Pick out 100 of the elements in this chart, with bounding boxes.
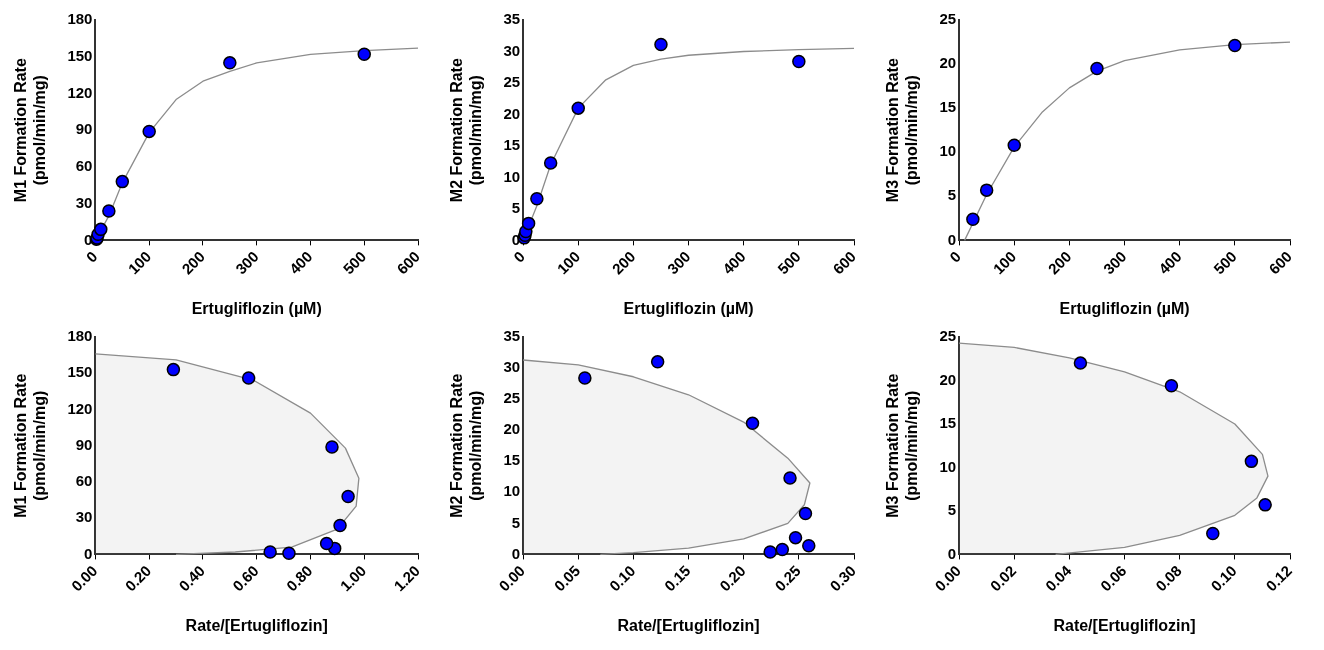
x-tick-label: 500	[1210, 247, 1240, 278]
x-tick-label: 0.10	[605, 561, 639, 595]
y-tick-label: 20	[503, 420, 521, 438]
y-tick-label: 30	[503, 358, 521, 376]
point	[1228, 38, 1242, 53]
point	[142, 124, 156, 139]
x-tick-label: 0.60	[229, 561, 262, 595]
y-tick-label: 150	[67, 363, 93, 381]
point	[341, 489, 355, 504]
point	[1090, 61, 1104, 76]
x-tick-label: 600	[393, 247, 424, 278]
x-tick-label: 0.00	[67, 561, 101, 595]
point	[798, 506, 813, 521]
y-tick-label: 20	[503, 104, 521, 122]
y-tick-label: 0	[947, 544, 957, 562]
x-tick-label: 0.00	[931, 561, 965, 595]
point	[263, 545, 277, 559]
point	[94, 222, 108, 237]
y-tick-label: 180	[67, 327, 93, 345]
point	[241, 371, 256, 385]
point	[1206, 526, 1220, 541]
point	[1244, 454, 1259, 469]
x-tick-label: 300	[663, 247, 694, 278]
point	[745, 416, 760, 431]
x-tick-label: 0.06	[1096, 561, 1130, 595]
x-axis-title: Rate/[Ertugliflozin]	[617, 616, 760, 634]
point	[1007, 138, 1021, 152]
x-tick-label: 0.20	[121, 561, 155, 595]
y-tick-label: 120	[67, 399, 93, 417]
y-tick-label: 150	[67, 46, 93, 64]
point	[650, 355, 665, 369]
point	[783, 471, 797, 485]
x-tick-label: 0.00	[495, 561, 529, 595]
point	[543, 156, 558, 170]
x-tick-label: 100	[124, 247, 155, 278]
point	[1073, 356, 1088, 370]
point	[166, 362, 181, 377]
x-tick-label: 200	[178, 247, 208, 278]
x-tick-label: 500	[339, 247, 370, 278]
x-tick-label: 200	[608, 247, 639, 278]
point	[1258, 498, 1272, 512]
y-tick-label: 0	[947, 230, 957, 248]
y-axis-title: M1 Formation Rate (pmol/min/mg)	[12, 373, 49, 518]
x-tick-label: 200	[1044, 247, 1075, 278]
y-tick-label: 10	[939, 457, 957, 475]
y-tick-label: 15	[939, 414, 957, 432]
point	[115, 174, 130, 189]
x-tick-label: 400	[1155, 247, 1185, 278]
y-tick-label: 60	[75, 157, 93, 175]
x-tick-label: 0.10	[1207, 561, 1240, 595]
y-tick-label: 180	[67, 10, 93, 28]
x-tick-label: 600	[1265, 247, 1296, 278]
x-tick-label: 100	[989, 247, 1020, 278]
point	[792, 54, 806, 69]
point	[763, 545, 777, 559]
y-tick-label: 15	[503, 451, 521, 469]
x-tick-label: 500	[774, 247, 804, 278]
y-tick-label: 15	[939, 98, 957, 116]
x-tick-label: 300	[1099, 247, 1130, 278]
y-axis-title: M2 Formation Rate (pmol/min/mg)	[448, 58, 485, 203]
x-tick-label: 400	[719, 247, 749, 278]
y-tick-label: 0	[511, 544, 521, 562]
x-tick-label: 400	[285, 247, 316, 278]
x-tick-label: 0.12	[1262, 561, 1296, 595]
point	[333, 518, 347, 533]
y-tick-label: 60	[75, 472, 93, 490]
point	[788, 530, 803, 545]
x-axis-title: Ertugliflozin (µM)	[623, 299, 754, 317]
x-tick-label: 300	[232, 247, 262, 278]
y-tick-label: 25	[939, 10, 957, 28]
x-tick-label: 0.02	[986, 561, 1020, 595]
point	[571, 101, 585, 115]
y-tick-label: 30	[75, 508, 93, 526]
point	[1164, 378, 1179, 393]
point	[357, 47, 371, 62]
y-axis-title: M3 Formation Rate (pmol/min/mg)	[884, 373, 921, 518]
point	[521, 216, 536, 231]
x-tick-label: 0.30	[826, 561, 860, 595]
x-tick-label: 0.20	[716, 561, 749, 595]
y-tick-label: 0	[84, 544, 93, 562]
point	[282, 546, 296, 560]
y-axis-title: M1 Formation Rate (pmol/min/mg)	[12, 58, 49, 203]
point	[654, 37, 668, 52]
y-tick-label: 120	[67, 83, 93, 101]
y-tick-label: 30	[503, 41, 521, 59]
y-axis-title: M2 Formation Rate (pmol/min/mg)	[448, 373, 485, 518]
y-tick-label: 5	[511, 513, 521, 531]
y-tick-label: 5	[947, 186, 957, 204]
point	[325, 440, 339, 454]
point	[979, 183, 994, 197]
point	[802, 538, 816, 553]
x-axis-title: Rate/[Ertugliflozin]	[1053, 616, 1196, 634]
y-tick-label: 90	[75, 435, 93, 453]
y-tick-label: 15	[503, 136, 521, 154]
x-axis-title: Rate/[Ertugliflozin]	[185, 616, 328, 634]
point	[319, 536, 334, 551]
x-tick-label: 100	[553, 247, 584, 278]
x-tick-label: 0.08	[1152, 561, 1185, 595]
x-axis-title: Ertugliflozin (µM)	[191, 299, 322, 317]
point	[223, 56, 237, 70]
